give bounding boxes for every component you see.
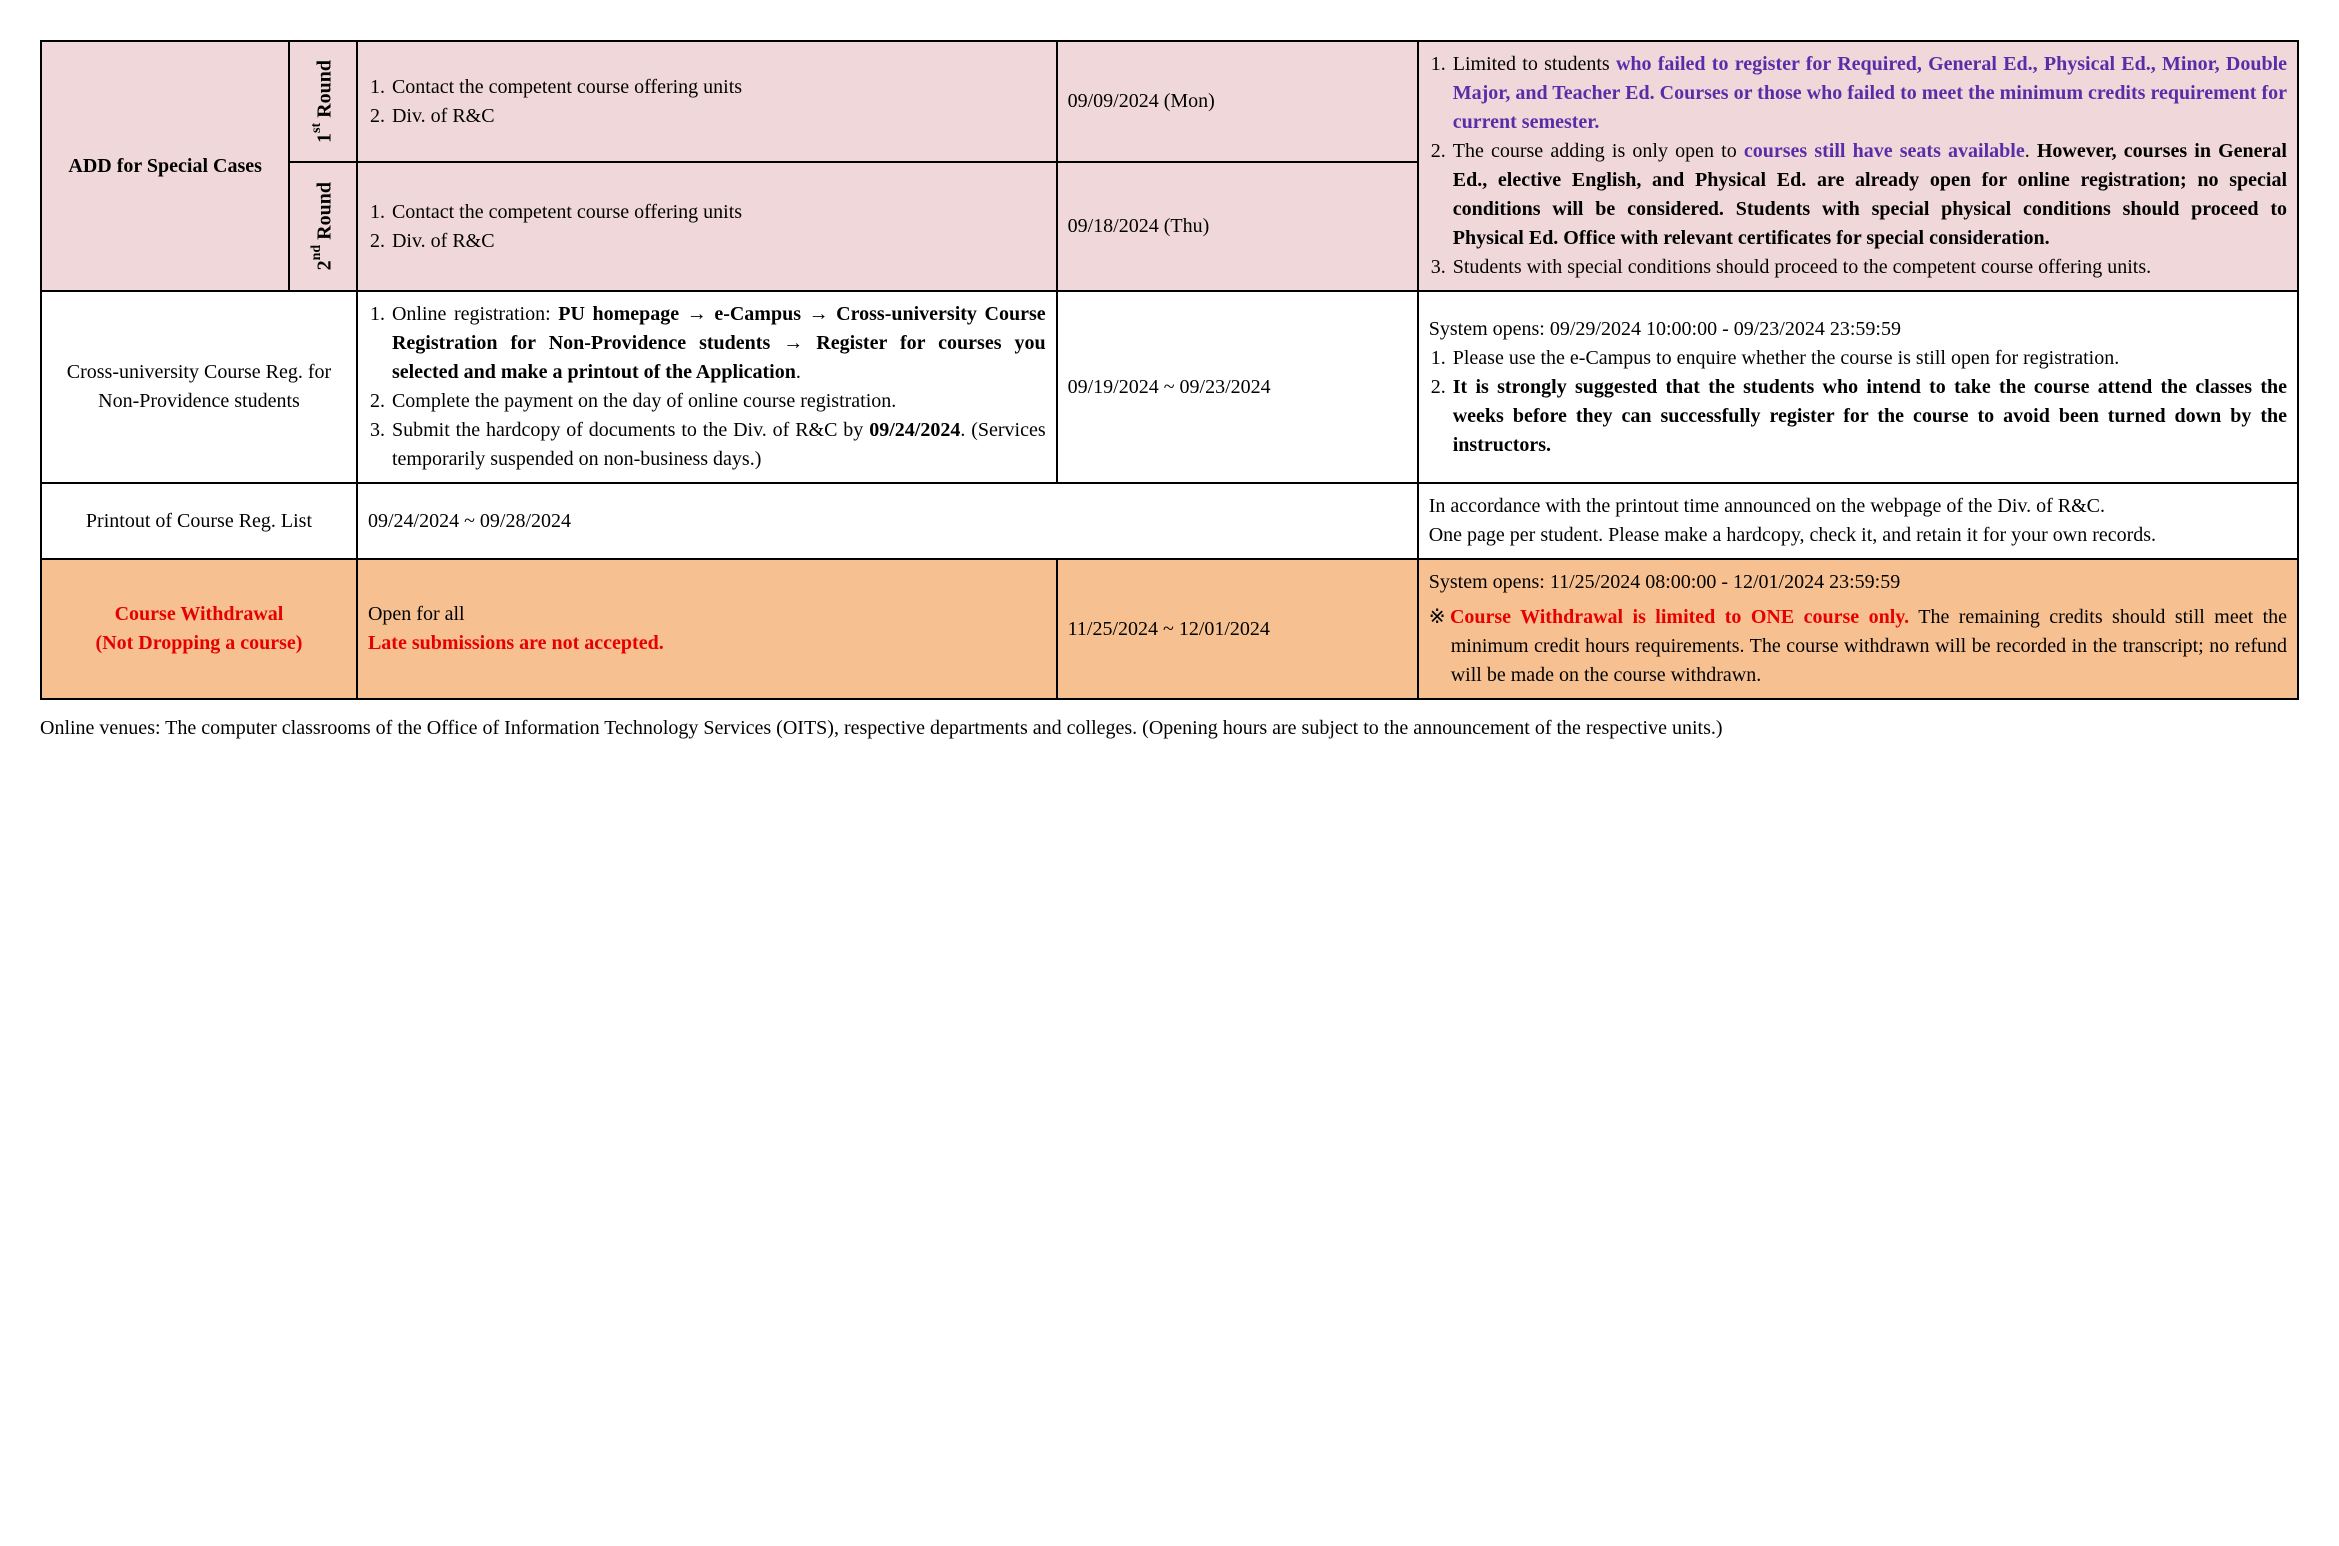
round-2-label: 2nd Round xyxy=(289,162,357,291)
add-special-cases-notes: Limited to students who failed to regist… xyxy=(1418,41,2298,291)
cross-university-date: 09/19/2024 ~ 09/23/2024 xyxy=(1057,291,1418,483)
add-special-cases-label: ADD for Special Cases xyxy=(41,41,289,291)
withdrawal-label: Course Withdrawal(Not Dropping a course) xyxy=(41,559,357,699)
footnote-text: Online venues: The computer classrooms o… xyxy=(40,714,2299,742)
cross-university-label: Cross-university Course Reg. for Non-Pro… xyxy=(41,291,357,483)
withdrawal-procedure: Open for all Late submissions are not ac… xyxy=(357,559,1057,699)
course-schedule-table: ADD for Special Cases 1st Round Contact … xyxy=(40,40,2299,700)
withdrawal-notes: System opens: 11/25/2024 08:00:00 - 12/0… xyxy=(1418,559,2298,699)
round-2-date: 09/18/2024 (Thu) xyxy=(1057,162,1418,291)
printout-label: Printout of Course Reg. List xyxy=(41,483,357,559)
printout-date: 09/24/2024 ~ 09/28/2024 xyxy=(357,483,1418,559)
cross-university-procedure: Online registration: PU homepage → e-Cam… xyxy=(357,291,1057,483)
printout-notes: In accordance with the printout time ann… xyxy=(1418,483,2298,559)
round-1-steps: Contact the competent course offering un… xyxy=(357,41,1057,162)
withdrawal-date: 11/25/2024 ~ 12/01/2024 xyxy=(1057,559,1418,699)
round-1-label: 1st Round xyxy=(289,41,357,162)
round-2-steps: Contact the competent course offering un… xyxy=(357,162,1057,291)
round-1-date: 09/09/2024 (Mon) xyxy=(1057,41,1418,162)
cross-university-notes: System opens: 09/29/2024 10:00:00 - 09/2… xyxy=(1418,291,2298,483)
